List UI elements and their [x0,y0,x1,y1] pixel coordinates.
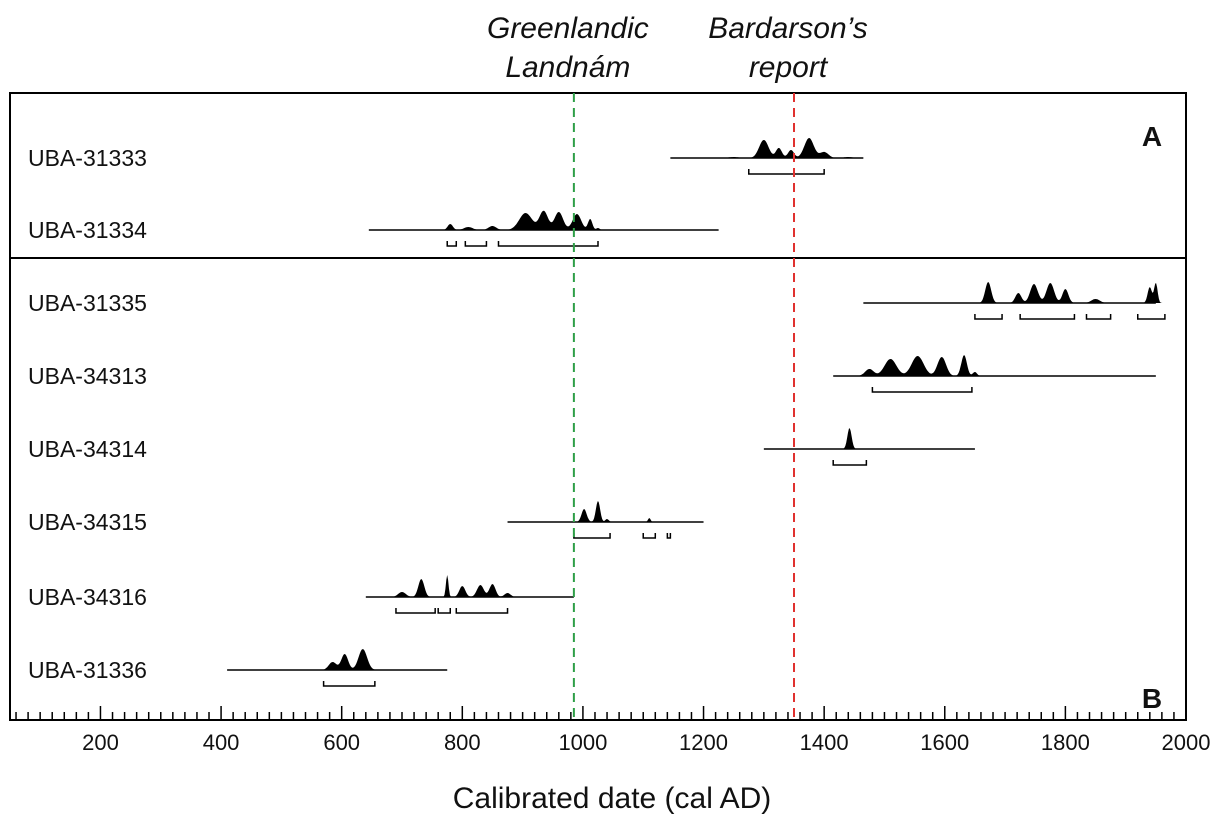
x-tick-label: 200 [82,730,119,755]
probability-density [432,210,611,230]
x-axis-label: Calibrated date (cal AD) [453,782,772,815]
range-bracket [871,387,973,393]
probability-density [700,138,879,158]
panel-label-b: B [1142,683,1162,714]
sample-label: UBA-34315 [28,509,147,535]
landnam-label-line: Greenlandic [487,12,649,45]
range-bracket [497,241,599,247]
range-bracket [1019,314,1076,320]
panel-label-a: A [1142,121,1162,152]
range-bracket [748,169,825,175]
x-tick-label: 1000 [558,730,607,755]
sample-label: UBA-34314 [28,436,147,462]
probability-density [967,282,1168,303]
sample-uba-34313: UBA-34313 [28,355,1156,393]
sample-label: UBA-31333 [28,145,147,171]
sample-label: UBA-31336 [28,657,147,683]
sample-label: UBA-34313 [28,363,147,389]
landnam-label-line: Landnám [505,51,630,84]
range-bracket [395,608,436,614]
range-bracket [832,460,868,466]
x-tick-label: 600 [323,730,360,755]
range-bracket [455,608,509,614]
plot-frame [9,92,1187,721]
panel-labels: AB [1142,121,1162,714]
x-tick-label: 2000 [1162,730,1211,755]
range-bracket [974,314,1003,320]
x-tick-label: 800 [444,730,481,755]
x-tick-label: 1600 [920,730,969,755]
x-tick-label: 1400 [800,730,849,755]
reference-line-labels: Greenlandic Landnám Bardarson’s report [487,12,868,84]
probability-density [834,428,865,449]
range-bracket [437,608,451,614]
bardarson-label-line: report [749,51,829,84]
probability-density [566,501,659,522]
range-bracket [1137,314,1166,320]
sample-uba-34316: UBA-34316 [28,575,574,614]
x-tick-label: 1800 [1041,730,1090,755]
sample-uba-31336: UBA-31336 [28,649,448,687]
sample-uba-31335: UBA-31335 [28,282,1168,320]
sample-uba-31334: UBA-31334 [28,210,719,247]
sample-label: UBA-34316 [28,584,147,610]
range-bracket [573,533,611,539]
sample-label: UBA-31335 [28,290,147,316]
sample-uba-31333: UBA-31333 [28,138,879,175]
bardarson-label-line: Bardarson’s [708,12,868,45]
range-bracket [666,533,672,539]
probability-density [305,649,393,670]
probability-density [839,355,990,376]
range-bracket [464,241,488,247]
sample-uba-34314: UBA-34314 [28,428,975,466]
probability-density [374,575,529,597]
range-bracket [1085,314,1112,320]
sample-rows: UBA-31333 UBA-31334 UBA-31335 UBA-34313 UBA-… [28,138,1168,687]
x-axis: 200 400 600 800 1000 1200 1400 1600 1800 2000 [10,706,1210,755]
x-tick-label: 1200 [679,730,728,755]
x-tick-label: 400 [203,730,240,755]
range-bracket [446,241,458,247]
reference-lines [572,93,795,720]
sample-label: UBA-31334 [28,217,147,243]
range-bracket [642,533,657,539]
sample-uba-34315: UBA-34315 [28,501,704,539]
range-bracket [322,681,376,687]
